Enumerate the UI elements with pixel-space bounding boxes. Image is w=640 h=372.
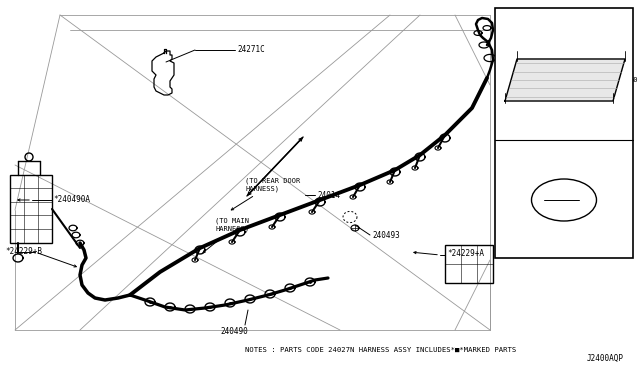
Text: *24229+A: *24229+A — [447, 248, 484, 257]
Text: 24269C: 24269C — [550, 228, 578, 237]
Text: 120: 120 — [504, 46, 517, 52]
Text: 60: 60 — [630, 77, 639, 83]
Text: ø30: ø30 — [556, 189, 570, 198]
Text: NOTES : PARTS CODE 24027N HARNESS ASSY INCLUDES*■*MARKED PARTS: NOTES : PARTS CODE 24027N HARNESS ASSY I… — [245, 347, 516, 353]
Text: (TO MAIN
HARNESS): (TO MAIN HARNESS) — [215, 218, 249, 232]
Text: *240490A: *240490A — [53, 196, 90, 205]
Text: 24271C: 24271C — [237, 45, 265, 55]
Text: J2400AQP: J2400AQP — [586, 353, 623, 362]
Bar — [10, 175, 52, 243]
Text: 24014: 24014 — [317, 190, 340, 199]
Text: PLUG HOLE: PLUG HOLE — [500, 145, 541, 154]
Bar — [445, 245, 493, 283]
Text: (TO REAR DOOR
HARNESS): (TO REAR DOOR HARNESS) — [245, 178, 300, 192]
Text: 24271CA: 24271CA — [548, 123, 580, 132]
Text: *24229+B: *24229+B — [5, 247, 42, 257]
Polygon shape — [505, 59, 625, 101]
Text: 240493: 240493 — [372, 231, 400, 240]
Bar — [495, 8, 633, 258]
Text: 240490: 240490 — [220, 327, 248, 336]
